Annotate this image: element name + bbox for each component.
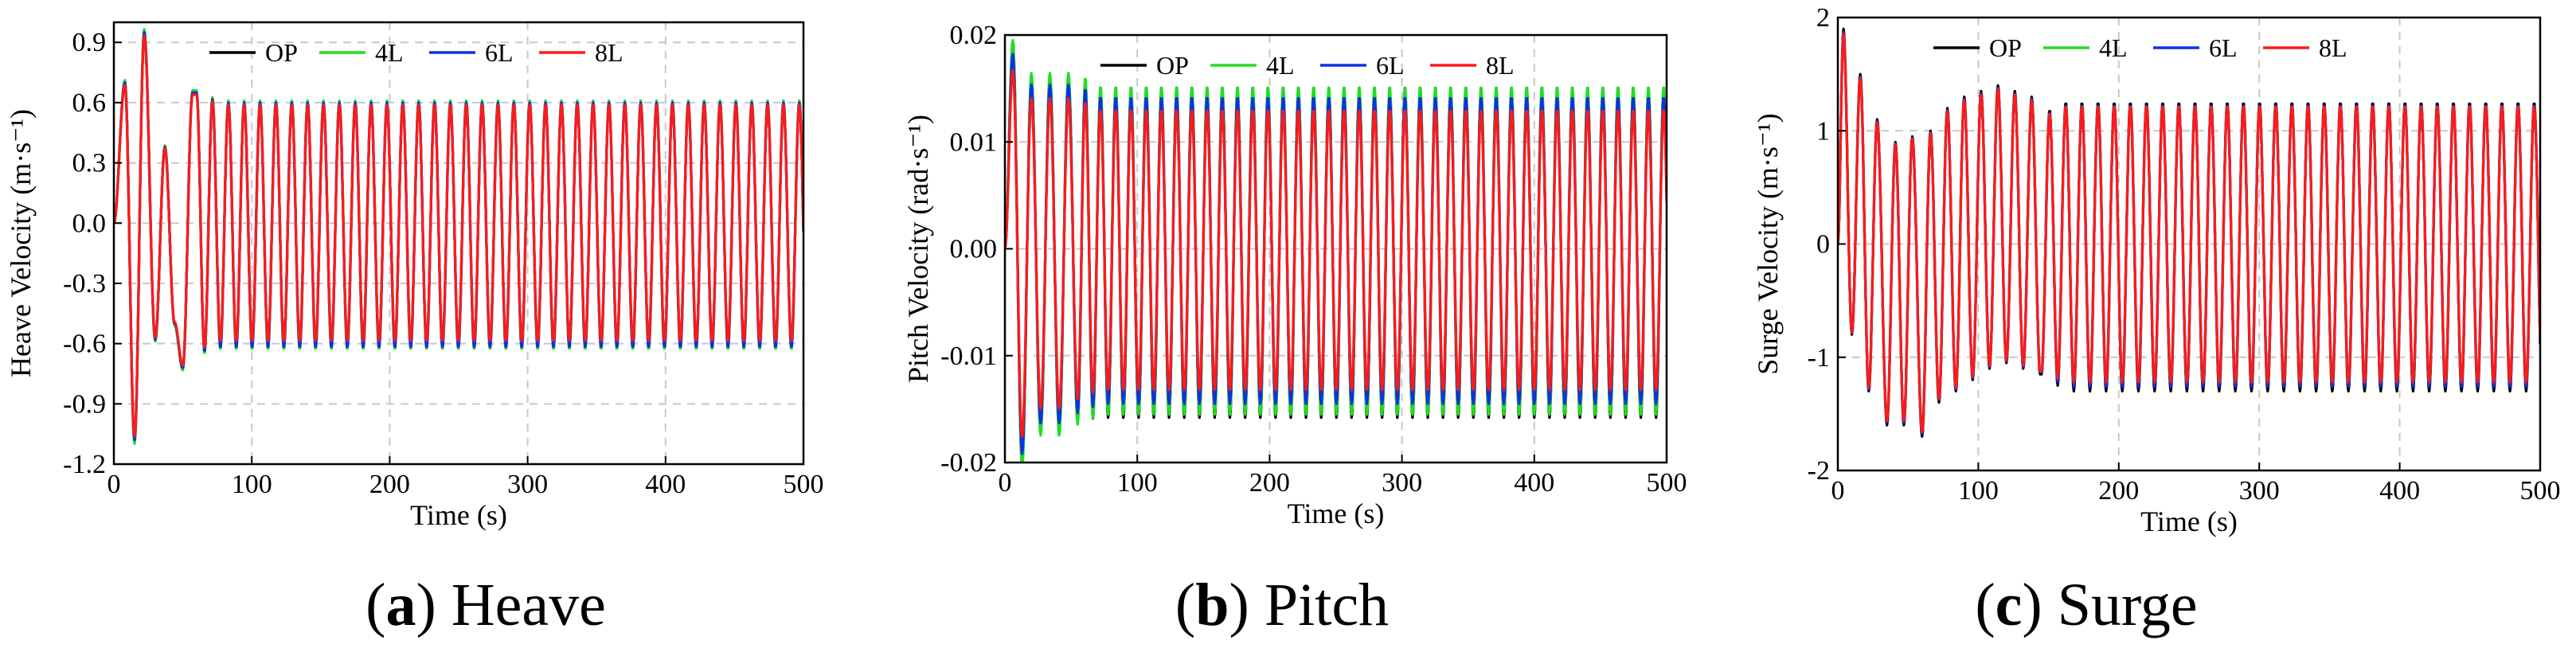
y-axis-label: Pitch Velocity (rad·s⁻¹) — [902, 115, 934, 383]
legend-label-6L: 6L — [1376, 51, 1405, 80]
x-tick-label: 400 — [2379, 476, 2420, 506]
x-tick-label: 300 — [2239, 476, 2280, 506]
chart-surge: 0 100 200 300 400 500 -2 -1 0 1 2 Time (s) Surge Vel… — [1752, 3, 2561, 537]
caption-a: (a) Heave — [365, 572, 606, 638]
y-tick-label: -1.2 — [63, 450, 106, 479]
caption-b: (b) Pitch — [1175, 572, 1389, 638]
x-tick-label: 200 — [2098, 476, 2139, 506]
y-tick-label: -0.01 — [940, 342, 997, 371]
legend-label-8L: 8L — [1486, 51, 1515, 80]
legend-label-OP: OP — [1989, 33, 2022, 62]
x-tick-label: 100 — [232, 470, 272, 499]
y-tick-label: 0.6 — [72, 88, 107, 118]
y-tick-label: -0.3 — [63, 269, 106, 299]
x-tick-label: 500 — [784, 470, 824, 499]
legend: OP 4L 6L 8L — [1933, 33, 2347, 62]
x-tick-label: 500 — [2520, 476, 2561, 506]
series-line-8L — [1005, 68, 1667, 438]
y-tick-label: 0.02 — [950, 21, 998, 50]
series-line-4L — [1005, 38, 1667, 463]
y-tick-label: -2 — [1808, 456, 1830, 486]
x-tick-label: 400 — [1514, 468, 1554, 498]
chart-heave: 0 100 200 300 400 500 -1.2 -0.9 -0.6 -0.3 0.0 0.3 0.… — [5, 21, 824, 531]
y-tick-label: 1 — [1816, 116, 1830, 146]
caption-c: (c) Surge — [1975, 572, 2197, 638]
x-tick-label: 0 — [107, 470, 121, 499]
y-tick-label: 0.0 — [72, 209, 107, 238]
x-tick-label: 0 — [999, 468, 1012, 498]
x-tick-label: 300 — [507, 470, 548, 499]
x-axis-label: Time (s) — [410, 499, 507, 531]
y-tick-label: 0.01 — [950, 127, 998, 157]
x-axis-label: Time (s) — [1288, 498, 1385, 529]
y-axis-label: Surge Velocity (m·s⁻¹) — [1752, 113, 1784, 374]
y-tick-label: 2 — [1816, 3, 1830, 33]
x-tick-label: 100 — [1958, 476, 1999, 506]
y-tick-label: -0.02 — [940, 448, 997, 478]
x-tick-label: 100 — [1117, 468, 1158, 498]
legend: OP 4L 6L 8L — [209, 38, 623, 67]
legend-label-OP: OP — [265, 38, 298, 67]
x-axis-label: Time (s) — [2140, 506, 2238, 537]
plot-frame — [112, 21, 805, 466]
y-tick-label: -1 — [1808, 343, 1830, 373]
series-group — [114, 28, 803, 445]
x-tick-label: 400 — [645, 470, 686, 499]
legend: OP 4L 6L 8L — [1100, 51, 1515, 80]
legend-label-4L: 4L — [375, 38, 404, 67]
legend-label-OP: OP — [1156, 51, 1189, 80]
series-group — [1838, 27, 2540, 438]
y-tick-label: 0 — [1816, 230, 1830, 260]
legend-label-6L: 6L — [485, 38, 514, 67]
y-tick-label: 0.9 — [72, 28, 107, 57]
legend-label-4L: 4L — [2099, 33, 2128, 62]
x-tick-label: 0 — [1831, 476, 1845, 506]
y-tick-label: -0.6 — [63, 330, 106, 359]
x-tick-label: 200 — [369, 470, 410, 499]
legend-label-8L: 8L — [595, 38, 623, 67]
series-line-8L — [114, 34, 803, 438]
chart-pitch: 0 100 200 300 400 500 -0.02 -0.01 0.00 0.01 0.02 Ti… — [902, 21, 1687, 529]
series-line-6L — [1005, 53, 1667, 455]
y-tick-label: 0.3 — [72, 149, 107, 178]
y-axis-label: Heave Velocity (m·s⁻¹) — [5, 109, 37, 377]
series-group — [1005, 38, 1667, 463]
legend-label-6L: 6L — [2209, 33, 2238, 62]
x-tick-label: 500 — [1647, 468, 1687, 498]
x-tick-label: 300 — [1382, 468, 1422, 498]
series-line-8L — [1838, 33, 2540, 434]
y-tick-label: -0.9 — [63, 389, 106, 419]
legend-label-4L: 4L — [1266, 51, 1295, 80]
x-tick-label: 200 — [1249, 468, 1290, 498]
y-tick-label: 0.00 — [950, 235, 998, 264]
legend-label-8L: 8L — [2319, 33, 2347, 62]
